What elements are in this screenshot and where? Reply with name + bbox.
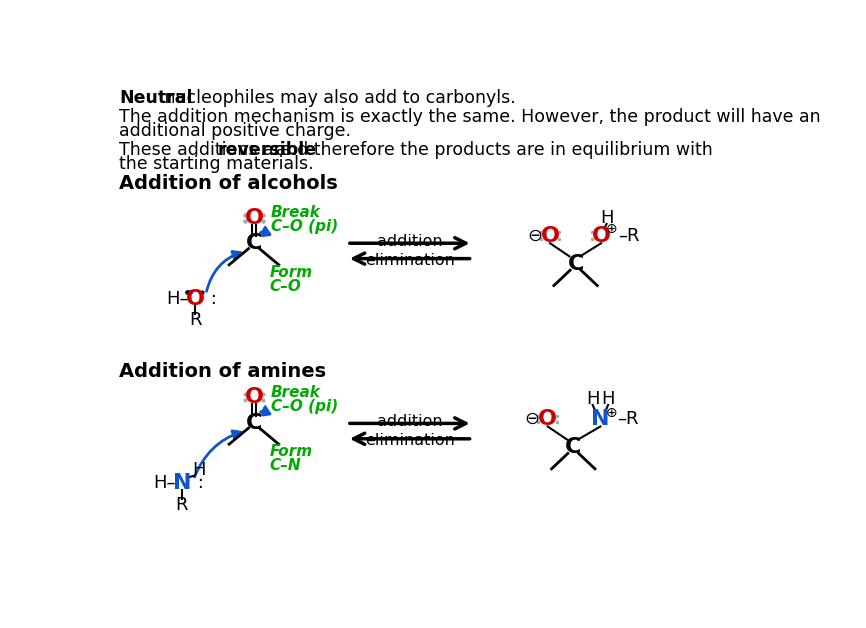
Text: :: :: [192, 475, 204, 492]
Text: C: C: [246, 413, 262, 433]
Text: ⊕: ⊕: [605, 406, 617, 420]
Text: ⊕: ⊕: [606, 222, 617, 236]
Text: additional positive charge.: additional positive charge.: [120, 122, 351, 139]
Text: N: N: [591, 409, 610, 429]
Text: –R: –R: [618, 227, 640, 244]
Text: N: N: [172, 474, 191, 494]
Text: Addition of alcohols: Addition of alcohols: [120, 174, 338, 193]
Text: elimination: elimination: [365, 433, 455, 448]
Text: –R: –R: [617, 410, 639, 428]
Text: O: O: [540, 225, 559, 246]
Text: C–O (pi): C–O (pi): [271, 219, 339, 234]
Text: O: O: [244, 387, 263, 407]
Text: H: H: [600, 208, 613, 227]
Text: H–: H–: [153, 475, 176, 492]
Text: Form: Form: [269, 265, 313, 280]
Text: addition: addition: [377, 414, 443, 429]
Text: Form: Form: [269, 444, 313, 459]
Text: These additions are: These additions are: [120, 141, 297, 159]
Text: reversible: reversible: [217, 141, 317, 159]
Text: C: C: [567, 254, 584, 274]
Text: C–N: C–N: [269, 458, 301, 473]
FancyArrowPatch shape: [195, 431, 241, 477]
FancyArrowPatch shape: [206, 251, 241, 291]
Text: ⊖: ⊖: [527, 227, 542, 244]
Text: R: R: [189, 311, 201, 329]
Text: addition: addition: [377, 234, 443, 249]
Text: the starting materials.: the starting materials.: [120, 154, 313, 173]
Text: C–O (pi): C–O (pi): [271, 399, 339, 414]
Text: H: H: [586, 390, 599, 408]
Text: H: H: [601, 390, 615, 408]
Text: H: H: [192, 460, 206, 479]
Text: O: O: [538, 409, 557, 429]
Text: C: C: [565, 437, 581, 457]
Text: R: R: [176, 496, 188, 514]
Text: Break: Break: [271, 205, 321, 220]
Text: C–O: C–O: [269, 279, 301, 294]
Text: The addition mechanism is exactly the same. However, the product will have an: The addition mechanism is exactly the sa…: [120, 107, 821, 126]
Text: H–: H–: [166, 290, 189, 308]
Text: O: O: [591, 225, 611, 246]
Text: Neutral: Neutral: [120, 89, 192, 107]
Text: O: O: [244, 208, 263, 228]
FancyArrowPatch shape: [261, 407, 270, 415]
Text: ⊖: ⊖: [525, 410, 540, 428]
Text: nucleophiles may also add to carbonyls.: nucleophiles may also add to carbonyls.: [159, 89, 516, 107]
Text: O: O: [185, 289, 204, 308]
Text: elimination: elimination: [365, 253, 455, 268]
Text: C: C: [246, 233, 262, 253]
Text: and therefore the products are in equilibrium with: and therefore the products are in equili…: [270, 141, 713, 159]
FancyArrowPatch shape: [261, 227, 270, 236]
Text: Break: Break: [271, 385, 321, 400]
Text: Addition of amines: Addition of amines: [120, 362, 326, 381]
Text: :: :: [205, 290, 217, 308]
